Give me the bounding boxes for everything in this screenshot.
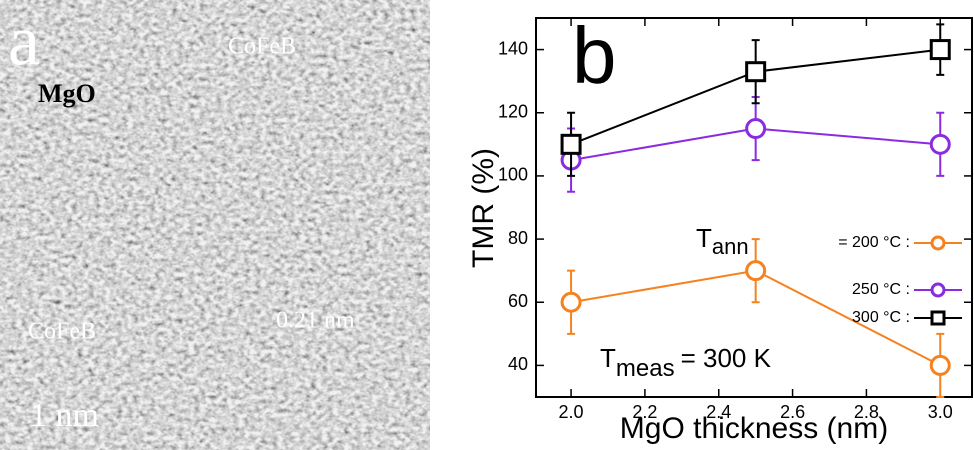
legend-title-main: T: [696, 223, 712, 253]
y-tick-label: 40: [508, 354, 528, 374]
legend-marker: [930, 282, 946, 298]
legend-marker: [930, 235, 946, 251]
x-axis-label: MgO thickness (nm): [620, 412, 888, 445]
panel-letter: b: [572, 11, 617, 100]
y-tick-label: 120: [498, 102, 528, 122]
panel-letter: a: [8, 1, 40, 81]
panel-b: b MgO thickness (nm) TMR (%) Tann Tmeas =…: [467, 11, 973, 445]
x-tick-label: 2.8: [854, 402, 879, 422]
x-tick-label: 3.0: [928, 402, 953, 422]
annotation: Tmeas = 300 K: [600, 343, 772, 382]
scale-bar-label: 1 nm: [30, 397, 99, 434]
data-point: [745, 118, 767, 140]
spacing-label: 0.21 nm: [276, 308, 355, 334]
y-tick-label: 60: [508, 291, 528, 311]
y-tick-label: 80: [508, 228, 528, 248]
material-label: CoFeB: [228, 34, 296, 60]
legend-label: 300 °C :: [852, 309, 910, 326]
annotation-main: T: [600, 343, 616, 373]
x-tick-label: 2.2: [632, 402, 657, 422]
data-point: [745, 61, 767, 83]
data-point: [929, 39, 951, 61]
annotation-sub: meas: [616, 355, 675, 382]
legend-title: Tann: [696, 223, 749, 259]
panel-a: a CoFeB MgO CoFeB 0.21 nm 1 nm: [0, 0, 430, 450]
data-point: [560, 133, 582, 155]
material-label: MgO: [38, 79, 96, 108]
plot-frame: [535, 17, 973, 398]
legend-label: 250 °C :: [852, 281, 910, 298]
material-label: CoFeB: [28, 319, 96, 345]
x-tick-label: 2.6: [780, 402, 805, 422]
data-point: [929, 354, 951, 376]
annotation-rest: = 300 K: [681, 343, 772, 373]
data-point: [929, 133, 951, 155]
legend-marker: [930, 310, 946, 326]
legend-label: = 200 °C :: [838, 234, 910, 251]
y-tick-label: 140: [498, 38, 528, 58]
y-axis-label: TMR (%): [467, 148, 500, 268]
x-tick-label: 2.0: [559, 402, 584, 422]
legend-title-sub: ann: [712, 234, 749, 259]
tem-texture: [0, 0, 430, 450]
y-tick-label: 100: [498, 165, 528, 185]
x-tick-label: 2.4: [706, 402, 731, 422]
data-point: [560, 291, 582, 313]
data-point: [745, 260, 767, 282]
